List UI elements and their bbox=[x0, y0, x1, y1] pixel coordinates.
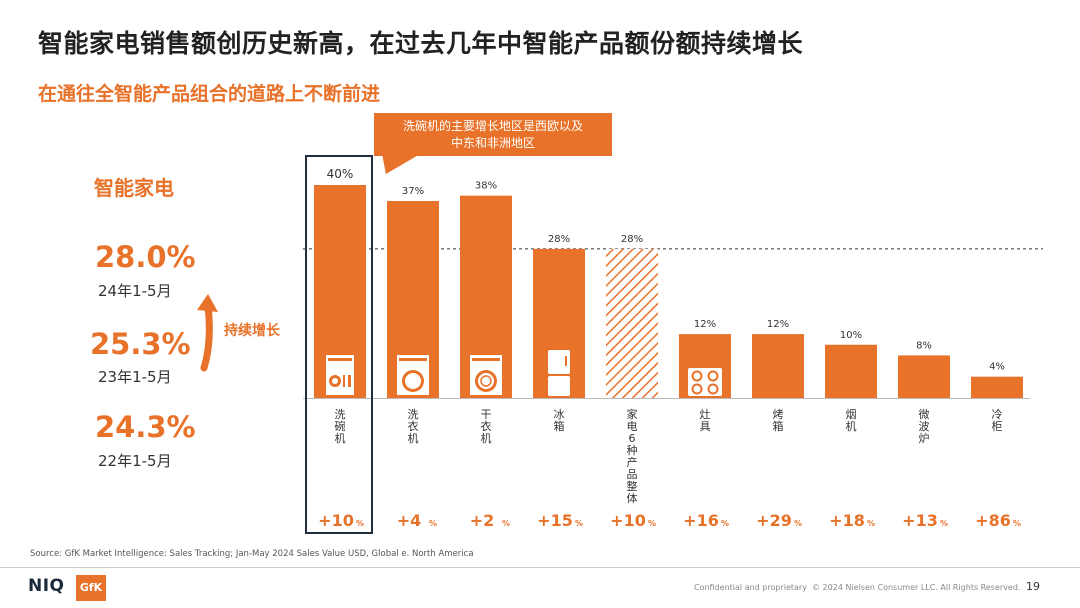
page-subtitle: 在通往全智能产品组合的道路上不断前进 bbox=[38, 83, 381, 105]
refrigerator-icon bbox=[548, 350, 570, 396]
value-label-6: 12% bbox=[694, 319, 716, 330]
confidential-note: Confidential and proprietary bbox=[694, 583, 807, 592]
bar-7 bbox=[752, 334, 804, 398]
trend-arrow-icon bbox=[197, 294, 218, 372]
highlight-box bbox=[305, 155, 373, 534]
value-label-1: 40% bbox=[327, 167, 354, 181]
growth-unit-8: % bbox=[867, 519, 875, 528]
stat-value-2024: 28.0% bbox=[95, 240, 196, 274]
stat-period-2023: 23年1-5月 bbox=[98, 368, 172, 386]
growth-unit-4: % bbox=[575, 519, 583, 528]
category-label-6-char-2: 具 bbox=[700, 420, 711, 433]
stat-value-2022: 24.3% bbox=[95, 410, 196, 444]
category-label-5-char-8: 体 bbox=[627, 491, 638, 505]
footer-divider bbox=[0, 567, 1080, 568]
category-label-4-char-1: 冰 bbox=[554, 408, 565, 421]
category-label-5-char-6: 品 bbox=[627, 468, 638, 481]
copyright-note: © 2024 Nielsen Consumer LLC. All Rights … bbox=[812, 583, 1021, 592]
stat-period-2022: 22年1-5月 bbox=[98, 452, 172, 470]
growth-unit-3: % bbox=[502, 519, 510, 528]
category-label-9-char-1: 微 bbox=[919, 407, 930, 421]
growth-unit-2: % bbox=[429, 519, 437, 528]
callout-line-2: 中东和非洲地区 bbox=[450, 136, 535, 150]
source-note: Source: GfK Market Intelligence: Sales T… bbox=[30, 549, 474, 559]
value-label-10: 4% bbox=[989, 362, 1005, 373]
niq-logo: NIQ bbox=[28, 576, 65, 596]
value-label-7: 12% bbox=[767, 319, 789, 330]
category-label-1-char-1: 洗 bbox=[335, 408, 346, 421]
category-label-4-char-2: 箱 bbox=[554, 419, 565, 433]
value-label-4: 28% bbox=[548, 234, 570, 245]
washing-machine-icon bbox=[397, 355, 429, 395]
category-label-1-char-2: 碗 bbox=[335, 419, 346, 433]
bar-8 bbox=[825, 344, 877, 398]
category-label-3-char-2: 衣 bbox=[481, 419, 492, 433]
category-label-2-char-2: 衣 bbox=[408, 419, 419, 433]
category-label-5-char-2: 电 bbox=[627, 420, 638, 433]
dryer-icon bbox=[470, 355, 502, 395]
category-label-9-char-3: 炉 bbox=[919, 432, 930, 445]
bar-9 bbox=[898, 355, 950, 398]
category-label-3-char-1: 干 bbox=[481, 408, 492, 421]
growth-unit-9: % bbox=[940, 519, 948, 528]
stat-value-2023: 25.3% bbox=[90, 327, 191, 361]
value-label-5: 28% bbox=[621, 234, 643, 245]
growth-unit-7: % bbox=[794, 519, 802, 528]
growth-label-6: +16 bbox=[683, 511, 719, 530]
bar-chart: 40%洗碗机+10 %37%洗衣机+4 %38%干衣机+2 %28%冰箱+15 %28%… bbox=[303, 167, 1043, 530]
growth-label-10: +86 bbox=[975, 511, 1011, 530]
stat-period-2024: 24年1-5月 bbox=[98, 282, 172, 300]
cooktop-icon bbox=[688, 368, 722, 396]
category-label-8-char-1: 烟 bbox=[846, 407, 857, 421]
category-label-3-char-3: 机 bbox=[481, 431, 492, 445]
gfk-logo: GfK bbox=[76, 575, 106, 601]
category-label-10-char-1: 冷 bbox=[992, 408, 1003, 421]
category-label-5-char-7: 整 bbox=[627, 479, 638, 493]
category-label-8-char-2: 机 bbox=[846, 419, 857, 433]
growth-label-1: +10 bbox=[318, 511, 354, 530]
growth-label-2: +4 bbox=[397, 511, 422, 530]
callout-box: 洗碗机的主要增长地区是西欧以及 中东和非洲地区 bbox=[374, 113, 612, 156]
trend-label: 持续增长 bbox=[224, 323, 280, 339]
category-label-7-char-2: 箱 bbox=[773, 419, 784, 433]
dishwasher-icon bbox=[326, 355, 354, 395]
growth-unit-5: % bbox=[648, 519, 656, 528]
growth-unit-10: % bbox=[1013, 519, 1021, 528]
category-label-5-char-1: 家 bbox=[627, 407, 638, 421]
growth-label-7: +29 bbox=[756, 511, 792, 530]
growth-unit-1: % bbox=[356, 519, 364, 528]
category-label-9-char-2: 波 bbox=[919, 420, 930, 433]
category-label-6-char-1: 灶 bbox=[700, 408, 711, 421]
page-title: 智能家电销售额创历史新高，在过去几年中智能产品额份额持续增长 bbox=[38, 29, 804, 58]
page-number: 19 bbox=[1026, 580, 1040, 593]
value-label-2: 37% bbox=[402, 186, 424, 197]
category-label-7-char-1: 烤 bbox=[773, 407, 784, 421]
category-label-10-char-2: 柜 bbox=[992, 420, 1003, 433]
callout-line-1: 洗碗机的主要增长地区是西欧以及 bbox=[402, 119, 583, 133]
growth-unit-6: % bbox=[721, 519, 729, 528]
bar-5 bbox=[606, 248, 658, 398]
growth-label-9: +13 bbox=[902, 511, 938, 530]
category-label-2-char-3: 机 bbox=[408, 431, 419, 445]
growth-label-8: +18 bbox=[829, 511, 865, 530]
category-label-1-char-3: 机 bbox=[335, 431, 346, 445]
growth-label-5: +10 bbox=[610, 511, 646, 530]
value-label-8: 10% bbox=[840, 330, 862, 341]
value-label-3: 38% bbox=[475, 181, 497, 192]
bar-4 bbox=[533, 248, 585, 398]
category-label-5-char-4: 种 bbox=[627, 443, 638, 457]
category-label-5-char-3: 6 bbox=[629, 432, 636, 445]
value-label-9: 8% bbox=[916, 340, 932, 351]
bar-10 bbox=[971, 376, 1023, 398]
growth-label-3: +2 bbox=[470, 511, 495, 530]
category-label-5-char-5: 产 bbox=[627, 455, 638, 469]
category-label-2-char-1: 洗 bbox=[408, 408, 419, 421]
growth-label-4: +15 bbox=[537, 511, 573, 530]
summary-label: 智能家电 bbox=[94, 176, 174, 200]
